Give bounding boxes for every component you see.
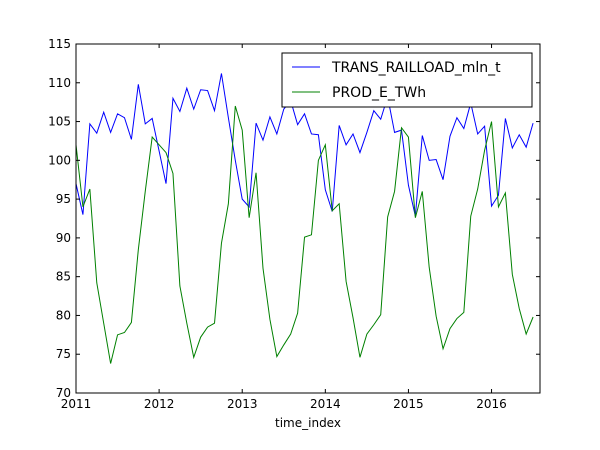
y-tick-label: 85 <box>56 270 71 284</box>
x-tick-label: 2012 <box>144 397 175 411</box>
series-line-2 <box>75 105 534 364</box>
x-axis-label: time_index <box>275 416 341 430</box>
y-tick-label: 105 <box>48 115 71 129</box>
x-tick-label: 2011 <box>61 397 92 411</box>
y-tick-label: 115 <box>48 37 71 51</box>
x-tick-label: 2013 <box>227 397 258 411</box>
series-layer <box>75 73 534 364</box>
y-tick-label: 100 <box>48 153 71 167</box>
y-tick-label: 110 <box>48 76 71 90</box>
legend-label-2: PROD_E_TWh <box>332 85 426 101</box>
y-tick-label: 80 <box>56 308 71 322</box>
y-tick-label: 90 <box>56 231 71 245</box>
y-tick-label: 95 <box>56 192 71 206</box>
plot-frame <box>75 43 541 394</box>
y-tick-label: 75 <box>56 347 71 361</box>
x-tick-label: 2016 <box>476 397 507 411</box>
legend-box <box>281 52 533 108</box>
legend-label-1: TRANS_RAILLOAD_mln_t <box>331 60 501 76</box>
legend: TRANS_RAILLOAD_mln_t PROD_E_TWh <box>281 52 533 108</box>
x-tick-label: 2015 <box>393 397 424 411</box>
y-tick-label: 70 <box>56 386 71 400</box>
ticks-layer: 2011 2012 2013 2014 2015 2016 70 75 80 85 90 95 100 1… <box>48 37 540 411</box>
x-tick-label: 2014 <box>310 397 341 411</box>
series-line-1 <box>75 73 534 217</box>
